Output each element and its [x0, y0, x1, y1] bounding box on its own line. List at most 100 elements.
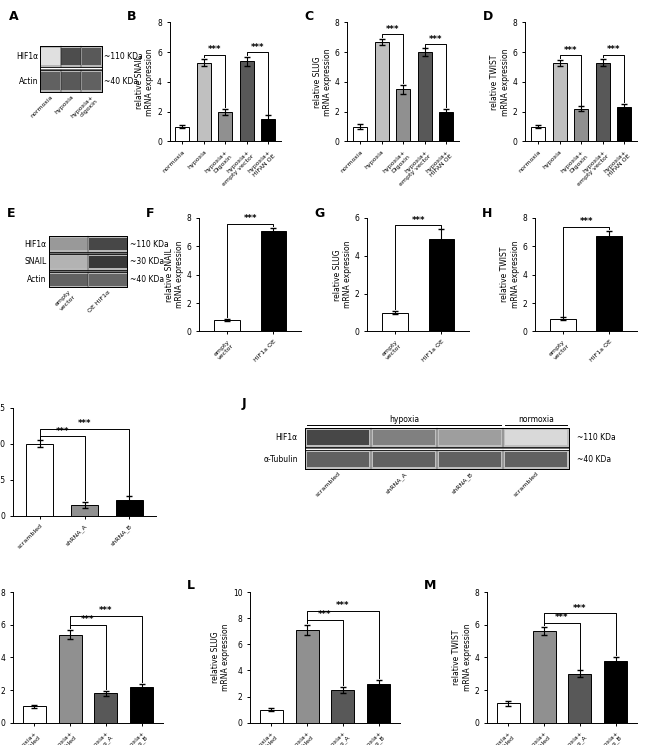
Text: ***: ***	[336, 601, 350, 610]
Bar	[49, 254, 127, 270]
Bar	[240, 61, 254, 142]
Y-axis label: relative SLUG
mRNA expression: relative SLUG mRNA expression	[313, 48, 332, 115]
Text: ***: ***	[81, 615, 95, 624]
Y-axis label: relative SNAIL
mRNA expression: relative SNAIL mRNA expression	[135, 48, 154, 115]
Bar	[94, 694, 118, 723]
Y-axis label: relative SNAIL
mRNA expression: relative SNAIL mRNA expression	[164, 241, 184, 308]
Text: shRNA_B: shRNA_B	[450, 471, 474, 495]
Bar	[89, 238, 127, 250]
Bar	[49, 238, 88, 250]
Bar	[497, 703, 520, 723]
Bar	[61, 72, 81, 89]
Text: normoxia: normoxia	[518, 415, 554, 425]
Bar	[49, 272, 127, 288]
Bar	[218, 112, 233, 142]
Text: C: C	[305, 10, 314, 23]
Text: ~30 KDa: ~30 KDa	[129, 258, 164, 267]
Bar	[373, 452, 436, 466]
Bar	[353, 127, 367, 142]
Text: L: L	[187, 579, 195, 592]
Text: ~110 KDa: ~110 KDa	[103, 52, 142, 61]
Text: ***: ***	[318, 610, 332, 619]
Text: OE HIF1α: OE HIF1α	[87, 290, 111, 314]
Text: Actin: Actin	[19, 77, 38, 86]
Bar	[71, 505, 98, 516]
Text: Actin: Actin	[27, 275, 47, 285]
Bar	[375, 42, 389, 142]
Bar	[595, 63, 610, 142]
Text: E: E	[7, 206, 16, 220]
Bar	[58, 635, 82, 723]
Bar	[597, 236, 622, 332]
Bar	[396, 89, 410, 142]
Text: M: M	[424, 579, 436, 592]
Text: ***: ***	[55, 427, 69, 436]
Text: ***: ***	[429, 34, 442, 43]
Text: HIF1α: HIF1α	[25, 240, 47, 249]
Text: ***: ***	[99, 606, 112, 615]
Text: HIF1α: HIF1α	[276, 433, 298, 443]
Bar	[40, 46, 101, 67]
Text: J: J	[241, 397, 246, 410]
Bar	[306, 450, 569, 469]
Bar	[382, 312, 408, 332]
Bar	[260, 709, 283, 723]
Bar	[296, 630, 318, 723]
Text: G: G	[314, 206, 324, 220]
Text: ***: ***	[78, 419, 91, 428]
Bar	[604, 661, 627, 723]
Bar	[82, 48, 101, 66]
Bar	[261, 119, 276, 142]
Bar	[574, 109, 588, 142]
Text: hypoxia: hypoxia	[53, 95, 75, 115]
Text: ***: ***	[251, 42, 265, 51]
Text: ***: ***	[208, 45, 222, 54]
Text: empty
vector: empty vector	[55, 290, 76, 311]
Bar	[61, 48, 81, 66]
Bar	[418, 52, 432, 142]
Y-axis label: relative SLUG
mRNA expression: relative SLUG mRNA expression	[333, 241, 352, 308]
Bar	[552, 63, 567, 142]
Bar	[40, 70, 101, 92]
Text: ~40 KDa: ~40 KDa	[103, 77, 138, 86]
Text: ***: ***	[573, 603, 586, 612]
Bar	[531, 127, 545, 142]
Text: ***: ***	[244, 215, 257, 223]
Bar	[49, 273, 88, 286]
Bar	[214, 320, 240, 332]
Bar	[306, 428, 569, 469]
Text: ~110 KDa: ~110 KDa	[577, 433, 616, 443]
Bar	[439, 112, 453, 142]
Text: hypoxia: hypoxia	[389, 415, 419, 425]
Bar	[428, 238, 454, 332]
Text: α-Tubulin: α-Tubulin	[263, 454, 298, 464]
Bar	[307, 452, 369, 466]
Bar	[49, 236, 127, 288]
Text: ***: ***	[385, 25, 399, 34]
Bar	[306, 428, 569, 447]
Text: scrambled: scrambled	[315, 471, 342, 498]
Bar	[617, 107, 631, 142]
Bar	[550, 319, 576, 332]
Text: hypoxia+
digoxin: hypoxia+ digoxin	[70, 95, 99, 123]
Text: ***: ***	[606, 45, 620, 54]
Text: F: F	[146, 206, 155, 220]
Text: shRNA_A: shRNA_A	[385, 471, 408, 495]
Bar	[89, 273, 127, 286]
Bar	[505, 431, 567, 446]
Bar	[49, 256, 88, 268]
Bar	[505, 452, 567, 466]
Bar	[568, 673, 592, 723]
Text: A: A	[8, 10, 18, 23]
Text: H: H	[482, 206, 493, 220]
Text: normoxia: normoxia	[29, 95, 54, 118]
Text: ~40 KDa: ~40 KDa	[577, 454, 611, 464]
Bar	[82, 72, 101, 89]
Y-axis label: relative TWIST
mRNA expression: relative TWIST mRNA expression	[500, 241, 520, 308]
Text: ***: ***	[579, 217, 593, 226]
Bar	[439, 452, 501, 466]
Bar	[116, 500, 142, 516]
Bar	[373, 431, 436, 446]
Bar	[23, 706, 46, 723]
Bar	[130, 687, 153, 723]
